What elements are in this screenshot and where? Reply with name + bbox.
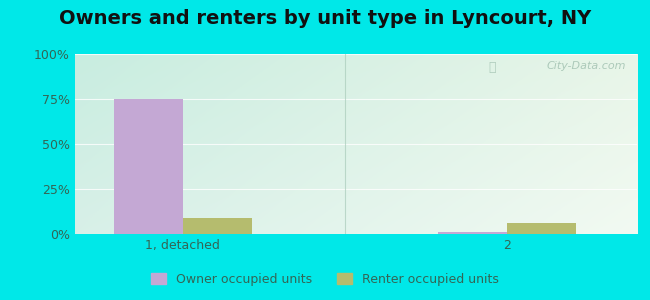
Bar bbox=[114, 99, 183, 234]
Text: ⓘ: ⓘ bbox=[488, 61, 495, 74]
Bar bbox=[183, 218, 252, 234]
Text: Owners and renters by unit type in Lyncourt, NY: Owners and renters by unit type in Lynco… bbox=[59, 9, 591, 28]
Text: City-Data.com: City-Data.com bbox=[546, 61, 626, 71]
Bar bbox=[438, 232, 507, 234]
Bar bbox=[507, 223, 577, 234]
Legend: Owner occupied units, Renter occupied units: Owner occupied units, Renter occupied un… bbox=[146, 268, 504, 291]
